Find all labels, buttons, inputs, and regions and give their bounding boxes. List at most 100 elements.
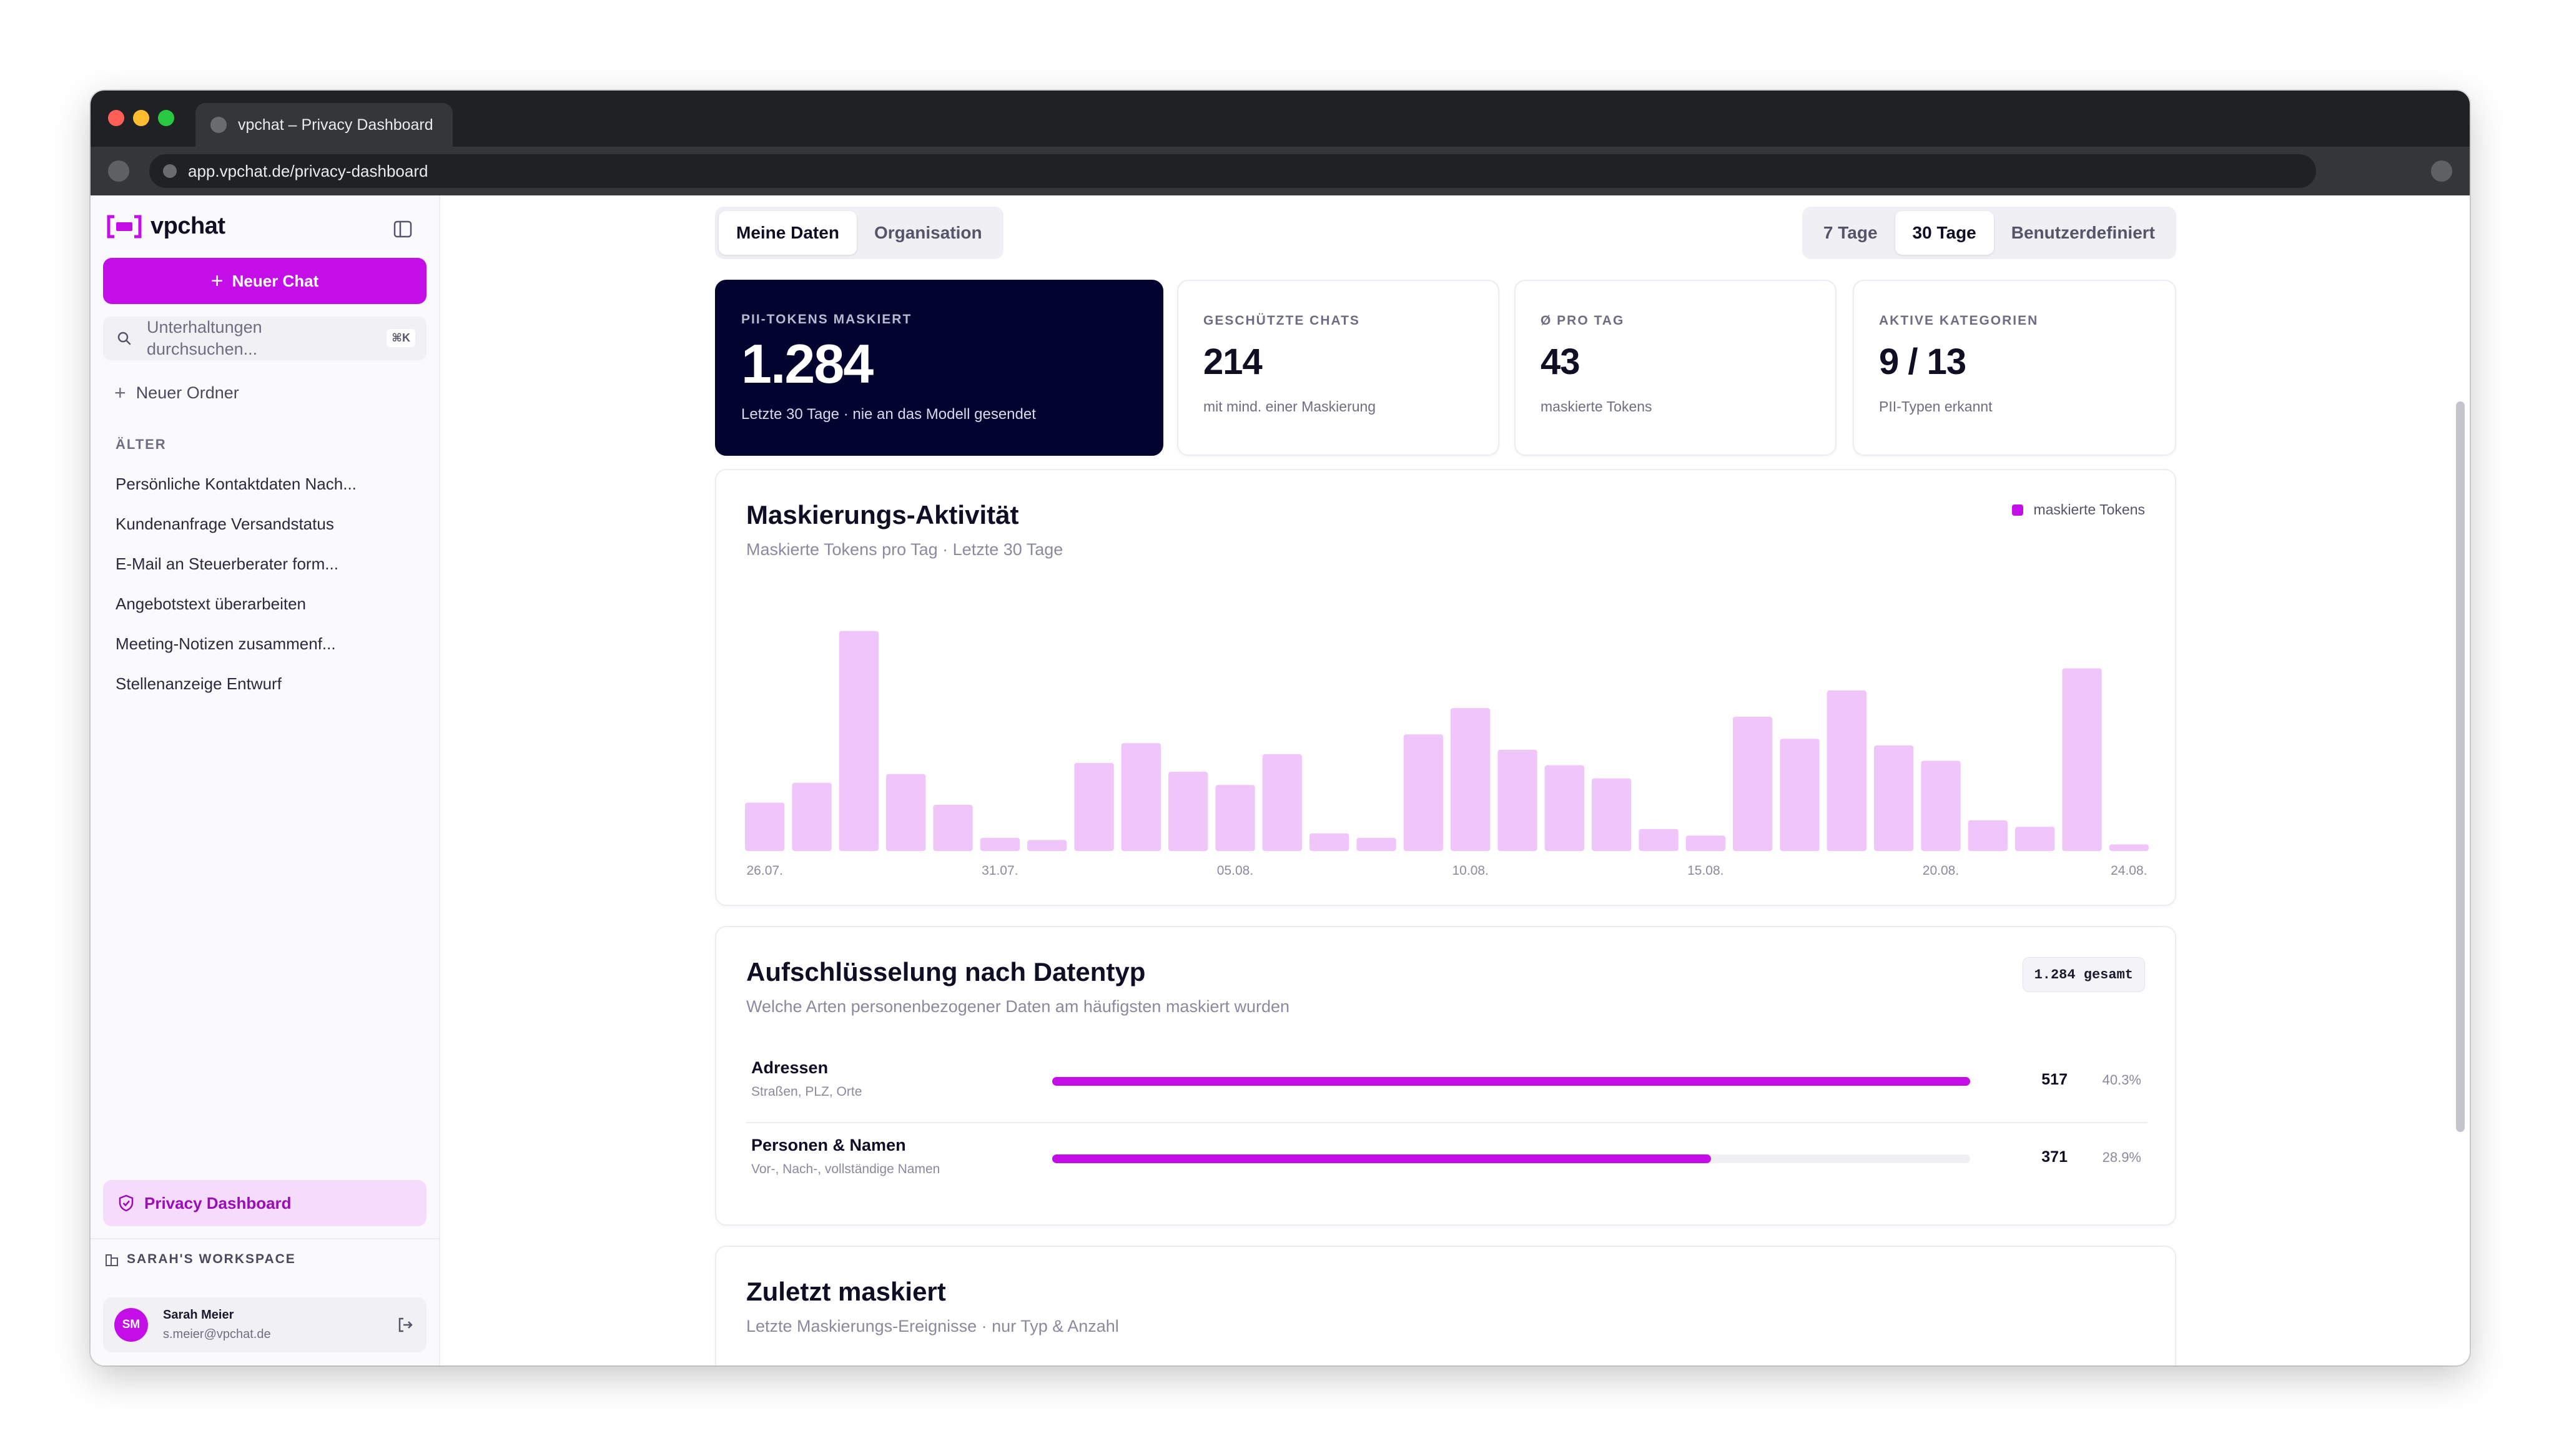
chart-bar[interactable] [1356, 837, 1396, 851]
kpi-card-active-categories: AKTIVE KATEGORIEN 9 / 13 PII-Typen erkan… [1853, 280, 2176, 456]
activity-title: Maskierungs-Aktivität [746, 500, 1019, 529]
x-tick-label: 20.08. [1923, 863, 1959, 878]
breakdown-name: Personen & Namen [751, 1136, 906, 1154]
breakdown-row-personen[interactable]: Personen & Namen Vor-, Nach-, vollständi… [746, 1123, 2147, 1201]
kpi-value: 9 / 13 [1879, 342, 1966, 382]
chart-bar[interactable] [1639, 829, 1679, 851]
x-tick-label: 15.08. [1687, 863, 1723, 878]
tab-title: vpchat – Privacy Dashboard [238, 116, 433, 134]
chart-bar[interactable] [1968, 820, 2008, 851]
conversation-item[interactable]: Kundenanfrage Versandstatus [116, 514, 334, 533]
chart-bar[interactable] [1403, 734, 1443, 851]
tab-7-tage[interactable]: 7 Tage [1823, 223, 1878, 242]
breakdown-row-adressen[interactable]: Adressen Straßen, PLZ, Orte 517 40.3% [746, 1046, 2147, 1123]
search-shortcut: ⌘K [387, 329, 415, 347]
plus-icon: + [114, 381, 126, 404]
brand-name: vpchat [150, 213, 225, 239]
url-field[interactable]: app.vpchat.de/privacy-dashboard [149, 154, 2316, 188]
x-tick-label: 05.08. [1217, 863, 1253, 878]
tab-meine-daten[interactable]: Meine Daten [719, 211, 857, 255]
chart-bar[interactable] [886, 774, 926, 851]
chart-bar[interactable] [1262, 754, 1302, 851]
browser-tab[interactable]: vpchat – Privacy Dashboard [195, 103, 453, 147]
chart-bar[interactable] [2015, 827, 2055, 851]
chart-bar[interactable] [980, 837, 1020, 851]
new-chat-button[interactable]: + Neuer Chat [103, 258, 426, 304]
recent-title: Zuletzt maskiert [746, 1277, 946, 1306]
close-window-button[interactable] [108, 110, 124, 126]
recent-card: Zuletzt maskiert Letzte Maskierungs-Erei… [715, 1246, 2176, 1365]
user-info: Sarah Meier s.meier@vpchat.de [163, 1308, 271, 1342]
user-email: s.meier@vpchat.de [163, 1327, 271, 1341]
conversation-list: Persönliche Kontaktdaten Nach... Kundena… [116, 464, 415, 704]
chart-bar[interactable] [1592, 778, 1632, 851]
kpi-card-masked-tokens: PII-TOKENS MASKIERT 1.284 Letzte 30 Tage… [715, 280, 1163, 456]
conversation-item[interactable]: Stellenanzeige Entwurf [116, 674, 282, 693]
breakdown-count: 517 [2041, 1071, 2068, 1088]
chart-bar[interactable] [933, 805, 973, 851]
minimize-window-button[interactable] [133, 110, 149, 126]
tab-benutzerdefiniert[interactable]: Benutzerdefiniert [2011, 223, 2155, 242]
chart-bar[interactable] [1168, 772, 1208, 851]
address-bar: app.vpchat.de/privacy-dashboard [91, 147, 2470, 195]
user-card[interactable]: SM Sarah Meier s.meier@vpchat.de [103, 1297, 426, 1352]
reload-icon[interactable] [108, 160, 129, 182]
chart-bar[interactable] [1780, 739, 1820, 851]
breakdown-name: Adressen [751, 1058, 829, 1077]
x-tick-label: 10.08. [1452, 863, 1489, 878]
browser-window: vpchat – Privacy Dashboard app.vpchat.de… [91, 91, 2470, 1365]
profile-icon[interactable] [2431, 160, 2452, 182]
search-input[interactable]: Unterhaltungen durchsuchen... ⌘K [103, 317, 426, 360]
breakdown-desc: Vor-, Nach-, vollständige Namen [751, 1162, 940, 1176]
chart-bar[interactable] [1309, 833, 1349, 851]
breakdown-bar-fill [1052, 1077, 1970, 1086]
new-folder-label: Neuer Ordner [136, 383, 239, 402]
conversation-item[interactable]: Meeting-Notizen zusammenf... [116, 634, 336, 653]
chart-bar[interactable] [1827, 690, 1866, 851]
chart-bar[interactable] [2062, 668, 2102, 852]
breakdown-bar-fill [1052, 1154, 1712, 1163]
chart-bar[interactable] [1451, 708, 1491, 851]
chart-bar[interactable] [745, 802, 785, 852]
conversation-item[interactable]: Persönliche Kontaktdaten Nach... [116, 474, 357, 493]
scrollbar-thumb[interactable] [2456, 401, 2465, 1132]
avatar: SM [114, 1308, 148, 1342]
sidebar-item-privacy-dashboard[interactable]: Privacy Dashboard [103, 1180, 426, 1226]
building-icon [106, 1254, 118, 1266]
breakdown-count: 371 [2041, 1148, 2068, 1166]
chart-bar[interactable] [1027, 840, 1067, 851]
logout-icon[interactable] [397, 1316, 414, 1334]
plus-icon: + [210, 269, 224, 293]
site-info-icon[interactable] [163, 164, 177, 178]
kpi-label: AKTIVE KATEGORIEN [1879, 313, 2039, 328]
chart-bar[interactable] [1497, 749, 1537, 851]
chart-bar[interactable] [1215, 785, 1255, 851]
search-icon [117, 332, 131, 345]
workspace-switcher[interactable]: SARAH'S WORKSPACE [104, 1252, 296, 1267]
kpi-label: Ø PRO TAG [1541, 313, 1625, 328]
chart-bar[interactable] [1874, 745, 1914, 851]
main-content: Meine Daten Organisation 7 Tage 30 Tage … [440, 195, 2470, 1365]
conversation-item[interactable]: E-Mail an Steuerberater form... [116, 554, 338, 573]
chart-bar[interactable] [1685, 835, 1725, 851]
new-folder-button[interactable]: + Neuer Ordner [114, 381, 239, 405]
tab-30-tage[interactable]: 30 Tage [1895, 211, 1994, 255]
brand-logo[interactable]: vpchat [106, 213, 225, 240]
kpi-value: 43 [1541, 342, 1580, 382]
chart-bar[interactable] [1121, 743, 1161, 851]
chart-bar[interactable] [1921, 760, 1961, 852]
main-scrollbar[interactable] [2455, 195, 2466, 1365]
chart-bar[interactable] [1733, 717, 1773, 851]
kpi-card-per-day: Ø PRO TAG 43 maskierte Tokens [1514, 280, 1837, 456]
maximize-window-button[interactable] [158, 110, 174, 126]
breakdown-title: Aufschlüsselung nach Datentyp [746, 957, 1146, 986]
chart-bar[interactable] [1544, 765, 1584, 851]
conversation-item[interactable]: Angebotstext überarbeiten [116, 594, 306, 613]
chart-bar[interactable] [839, 631, 879, 851]
sidebar-collapse-icon[interactable] [393, 220, 412, 238]
tab-organisation[interactable]: Organisation [874, 223, 982, 242]
kpi-card-protected-chats: GESCHÜTZTE CHATS 214 mit mind. einer Mas… [1177, 280, 1499, 456]
chart-bar[interactable] [2109, 844, 2149, 851]
chart-bar[interactable] [792, 782, 832, 851]
chart-bar[interactable] [1074, 763, 1114, 851]
